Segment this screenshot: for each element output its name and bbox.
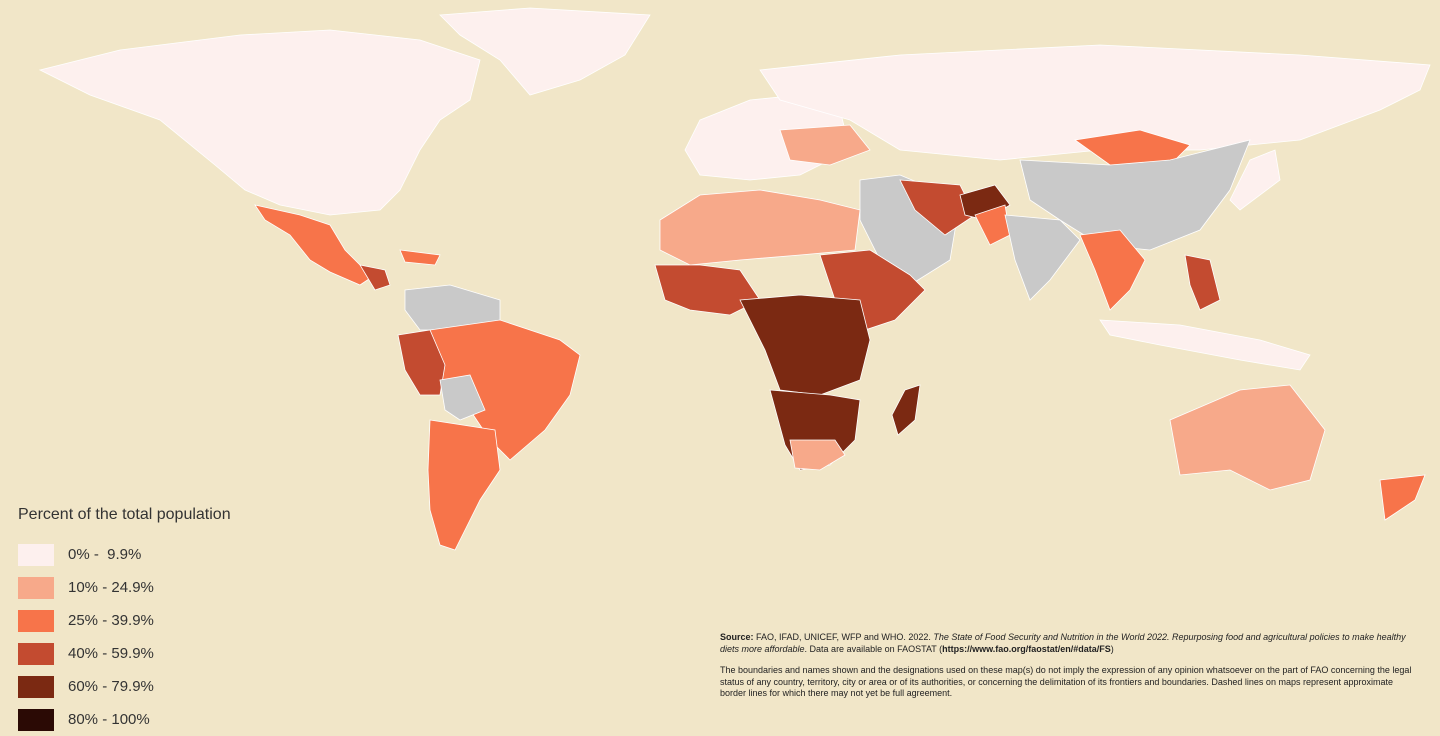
- source-text-3: ): [1110, 643, 1114, 654]
- region-greenland: [439, 7, 651, 96]
- region-philippines: [1184, 254, 1221, 311]
- source-text-2: . Data are available on FAOSTAT (: [804, 643, 943, 654]
- legend-item: 0% - 9.9%: [18, 538, 318, 571]
- legend-item: 60% - 79.9%: [18, 670, 318, 703]
- source-title: The State of Food Security and Nutrition…: [720, 632, 1406, 654]
- legend-swatch: [18, 543, 54, 566]
- region-russia: [759, 44, 1431, 161]
- region-mongolia: [1073, 129, 1191, 166]
- region-mexico: [254, 204, 376, 286]
- legend-item: 25% - 39.9%: [18, 604, 318, 637]
- world-map: [38, 7, 1431, 551]
- region-peru: [397, 329, 446, 396]
- region-china: [1019, 139, 1251, 251]
- region-indonesia: [1099, 319, 1311, 371]
- source-label: Source:: [720, 632, 754, 642]
- region-madagascar: [891, 384, 921, 436]
- legend-swatch: [18, 642, 54, 665]
- region-new-zealand: [1379, 474, 1426, 521]
- legend-item: 10% - 24.9%: [18, 571, 318, 604]
- region-caribbean: [399, 249, 441, 266]
- legend-item: 40% - 59.9%: [18, 637, 318, 670]
- legend-label: 0% - 9.9%: [68, 546, 142, 563]
- region-central-america: [359, 264, 391, 291]
- legend-swatch: [18, 609, 54, 632]
- legend-label: 60% - 79.9%: [68, 678, 154, 695]
- source-text-1: FAO, IFAD, UNICEF, WFP and WHO. 2022.: [753, 632, 934, 642]
- legend-label: 10% - 24.9%: [68, 579, 154, 596]
- map-legend: Percent of the total population 0% - 9.9…: [18, 506, 318, 736]
- region-north-africa: [659, 189, 861, 266]
- region-north-america: [38, 29, 481, 216]
- legend-swatch: [18, 675, 54, 698]
- region-iran: [899, 179, 976, 236]
- region-southeast-asia: [1079, 229, 1146, 311]
- legend-label: 40% - 59.9%: [68, 645, 154, 662]
- region-india: [1004, 214, 1081, 301]
- legend-label: 25% - 39.9%: [68, 612, 154, 629]
- disclaimer: The boundaries and names shown and the d…: [720, 665, 1412, 698]
- region-australia: [1169, 384, 1326, 491]
- region-central-africa: [739, 294, 871, 396]
- source-notes: Source: FAO, IFAD, UNICEF, WFP and WHO. …: [720, 632, 1420, 710]
- region-southern-cone: [427, 419, 501, 551]
- region-east-europe: [779, 124, 871, 166]
- region-south-africa: [789, 439, 846, 471]
- legend-swatch: [18, 576, 54, 599]
- source-url[interactable]: https://www.fao.org/faostat/en/#data/FS: [942, 643, 1111, 654]
- region-japan: [1229, 149, 1281, 211]
- source-citation: Source: FAO, IFAD, UNICEF, WFP and WHO. …: [720, 632, 1420, 655]
- region-bolivia: [439, 374, 486, 421]
- legend-title: Percent of the total population: [18, 506, 231, 523]
